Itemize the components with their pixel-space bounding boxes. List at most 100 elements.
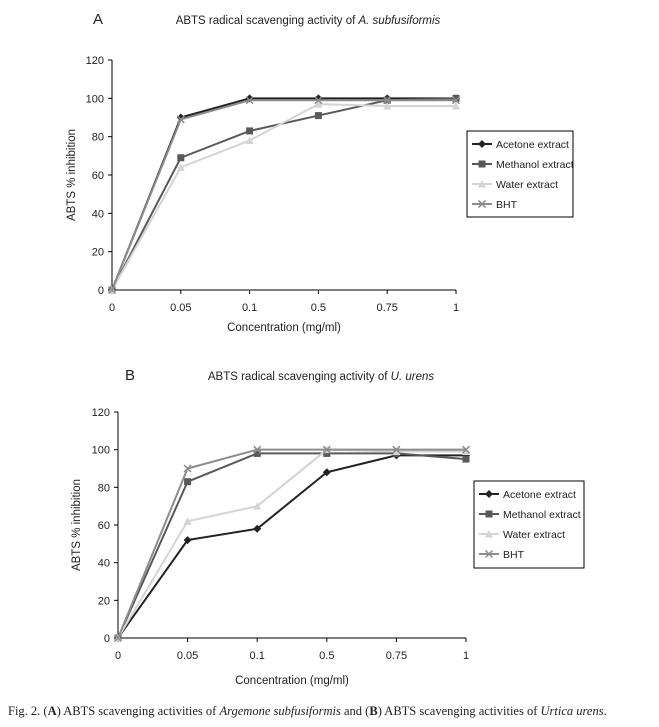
panel-b-series-bht-line — [117, 448, 466, 639]
panel-a-x-tick-label: 0.05 — [170, 302, 191, 314]
panel-b-series-bht — [113, 445, 471, 643]
panel-a-legend-item-water-extract: Water extract — [472, 179, 558, 191]
panel-a-legend-label: Water extract — [496, 179, 558, 191]
panel-a-legend-item-bht: BHT — [472, 199, 518, 211]
panel-b-series-acetone-extract-line — [117, 454, 466, 639]
panel-b-y-tick-label: 100 — [92, 445, 110, 457]
panel-b-series-acetone-extract — [114, 451, 470, 642]
panel-a-title: ABTS radical scavenging activity of A. s… — [176, 15, 441, 27]
panel-a-series-bht-point — [383, 96, 392, 105]
panel-b-x-tick-label: 1 — [463, 650, 469, 662]
panel-b-series-water-extract-point — [392, 447, 401, 456]
panel-b-x-tick-label: 0.05 — [177, 650, 198, 662]
panel-a-title-prefix: ABTS radical scavenging activity of — [176, 15, 359, 27]
panel-b-x-tick-label: 0.75 — [386, 650, 407, 662]
panel-b-series-acetone-extract-point — [183, 536, 192, 545]
panel-b-series-methanol-extract-point — [253, 449, 261, 457]
panel-b-legend-label: BHT — [503, 549, 525, 561]
panel-a-legend-swatch-marker — [477, 199, 487, 209]
panel-b-legend-label: Water extract — [503, 529, 565, 541]
panel-a-legend-label: BHT — [496, 199, 518, 211]
panel-b-y-tick-label: 20 — [98, 595, 110, 607]
panel-a-series-bht-point — [245, 96, 254, 105]
panel-a-y-tick-label: 100 — [86, 93, 104, 105]
panel-b-legend-swatch-marker — [485, 490, 493, 498]
panel-a-title-species: A. subfusiformis — [358, 15, 441, 27]
panel-a-y-tick-label: 40 — [92, 208, 104, 220]
panel-a-series-methanol-extract — [108, 94, 460, 294]
panel-b-legend-item-acetone-extract: Acetone extract — [479, 489, 576, 501]
panel-a-series-water-extract-point — [452, 102, 460, 110]
panel-b-title: ABTS radical scavenging activity of U. u… — [208, 371, 435, 383]
panel-b-y-tick-label: 80 — [98, 482, 110, 494]
panel-a-series-methanol-extract-line — [111, 97, 457, 291]
panel-a-series-water-extract-point — [245, 136, 254, 144]
panel-b-legend-item-methanol-extract: Methanol extract — [479, 509, 581, 521]
panel-b-y-tick-label: 120 — [92, 407, 110, 419]
panel-a-y-tick-label: 60 — [92, 170, 104, 182]
panel-b-series-water-extract-point — [462, 447, 470, 456]
panel-b-x-tick-label: 0 — [115, 650, 121, 662]
panel-a-series-bht-point — [451, 96, 461, 105]
panel-a-series-water-extract-point — [314, 100, 323, 108]
panel-a-series-methanol-extract-point — [177, 154, 185, 162]
panel-b-y-tick-label: 0 — [104, 633, 110, 645]
panel-b-legend-label: Methanol extract — [503, 509, 581, 521]
panel-b-series-bht-point — [253, 445, 262, 454]
panel-a-legend-swatch-marker — [478, 140, 486, 148]
panel-a-series-methanol-extract-point — [314, 112, 322, 120]
panel-b-y-tick-label: 40 — [98, 558, 110, 570]
panel-b-legend: Acetone extract Methanol extract Water ext… — [473, 480, 585, 569]
panel-b-legend-swatch-marker — [484, 549, 494, 559]
panel-b-legend-swatch-marker — [485, 510, 493, 518]
panel-a-x-tick-label: 0.75 — [376, 302, 397, 314]
chart-panel-a: A ABTS radical scavenging activity of A. … — [66, 11, 574, 334]
panel-a-y-tick-label: 120 — [86, 55, 104, 67]
panel-b-series-water-extract-line — [117, 448, 466, 639]
panel-a-x-tick-label: 0.5 — [311, 302, 326, 314]
panel-b-series-methanol-extract-point — [323, 449, 331, 457]
panel-b-x-axis-label: Concentration (mg/ml) — [235, 675, 349, 687]
panel-a-legend-swatch-marker — [478, 180, 486, 188]
panel-b-letter: B — [125, 367, 135, 384]
panel-a-y-tick-label: 0 — [98, 285, 104, 297]
panel-a-series-bht-point — [314, 96, 323, 105]
panel-a-legend-label: Methanol extract — [496, 159, 574, 171]
panel-a-series-water-extract-line — [111, 103, 456, 291]
panel-b-series-bht-point — [392, 445, 401, 454]
panel-b-x-tick-label: 0.5 — [319, 650, 334, 662]
panel-b-legend-swatch-marker — [485, 530, 493, 538]
panel-a-series-acetone-extract-line — [111, 97, 456, 291]
panel-a-legend-label: Acetone extract — [496, 139, 569, 151]
panel-b-series-acetone-extract-point — [253, 524, 262, 533]
panel-a-y-tick-label: 80 — [92, 132, 104, 144]
panel-b-series-water-extract — [114, 445, 470, 642]
panel-a-y-tick-label: 20 — [92, 247, 104, 259]
panel-b-series-acetone-extract-point — [322, 468, 331, 477]
panel-b-series-water-extract-point — [183, 517, 192, 525]
panel-a-series-methanol-extract-point — [452, 94, 460, 102]
panel-b-legend-label: Acetone extract — [503, 489, 576, 501]
panel-a-series-bht-line — [111, 99, 456, 291]
panel-b-series-bht-point — [461, 445, 471, 454]
panel-a-letter: A — [93, 11, 103, 28]
panel-a-x-tick-label: 1 — [453, 302, 459, 314]
panel-b-series-methanol-extract-point — [462, 455, 470, 463]
panel-b-series-methanol-extract-line — [117, 452, 467, 639]
panel-a-series-bht — [107, 96, 461, 295]
panel-a-x-tick-label: 0 — [109, 302, 115, 314]
panel-b-y-tick-label: 60 — [98, 520, 110, 532]
panel-a-series-water-extract-point — [383, 102, 392, 110]
panel-a-series-water-extract-point — [176, 163, 185, 171]
panel-a-series-bht-point — [107, 285, 117, 295]
panel-b-series-water-extract-point — [253, 502, 262, 510]
panel-b-title-species: U. urens — [391, 371, 435, 383]
panel-a-legend-swatch-marker — [478, 160, 486, 168]
panel-b-series-bht-point — [322, 445, 331, 454]
panel-a-legend: Acetone extract Methanol extract Water ext… — [466, 130, 574, 218]
panel-b-x-tick-label: 0.1 — [250, 650, 265, 662]
panel-a-x-tick-label: 0.1 — [242, 302, 257, 314]
panel-a-legend-item-methanol-extract: Methanol extract — [472, 159, 574, 171]
panel-b-series-bht-point — [183, 464, 192, 473]
panel-a-legend-item-acetone-extract: Acetone extract — [472, 139, 569, 151]
